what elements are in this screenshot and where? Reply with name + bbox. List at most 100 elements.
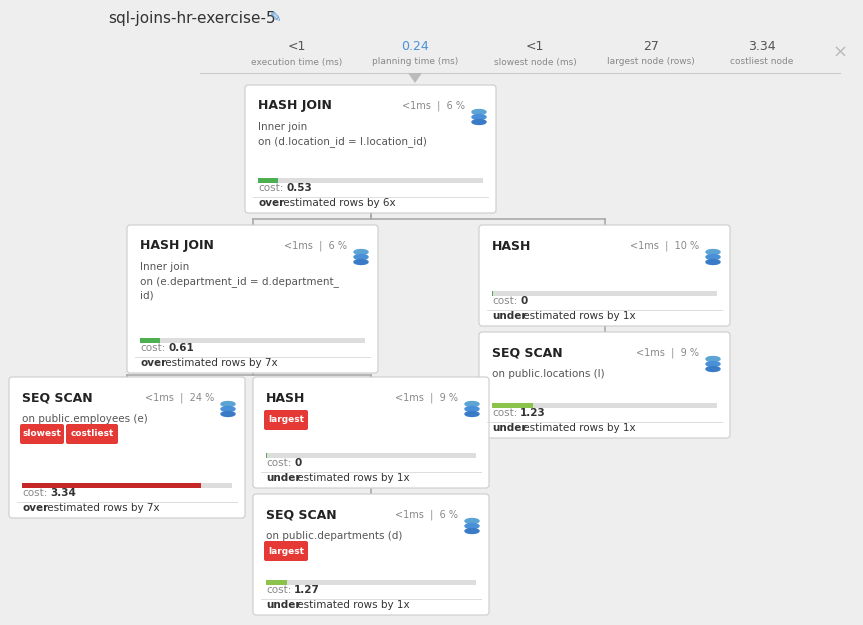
- Text: on public.departments (d): on public.departments (d): [266, 531, 402, 541]
- Text: id): id): [140, 290, 154, 300]
- Text: cost:: cost:: [140, 343, 166, 353]
- Ellipse shape: [706, 254, 720, 259]
- Ellipse shape: [465, 529, 479, 534]
- Text: HASH JOIN: HASH JOIN: [140, 239, 214, 252]
- Ellipse shape: [354, 259, 368, 264]
- Text: 1.27: 1.27: [294, 585, 320, 595]
- FancyBboxPatch shape: [266, 453, 476, 458]
- Text: <1ms  |  6 %: <1ms | 6 %: [395, 510, 458, 520]
- Ellipse shape: [706, 361, 720, 366]
- FancyBboxPatch shape: [245, 85, 496, 213]
- Text: 0: 0: [520, 296, 527, 306]
- Text: 27: 27: [643, 41, 659, 54]
- Text: <1ms  |  10 %: <1ms | 10 %: [630, 241, 699, 251]
- FancyBboxPatch shape: [22, 483, 200, 488]
- Ellipse shape: [221, 406, 235, 411]
- Text: on (d.location_id = l.location_id): on (d.location_id = l.location_id): [258, 136, 427, 147]
- Text: on public.employees (e): on public.employees (e): [22, 414, 148, 424]
- Text: on (e.department_id = d.department_: on (e.department_id = d.department_: [140, 276, 339, 287]
- Text: over: over: [22, 503, 48, 513]
- Ellipse shape: [465, 411, 479, 416]
- Text: cost:: cost:: [22, 488, 47, 498]
- Ellipse shape: [465, 524, 479, 529]
- Text: costliest node: costliest node: [730, 58, 794, 66]
- Text: Inner join: Inner join: [140, 262, 189, 272]
- Ellipse shape: [472, 119, 486, 124]
- FancyBboxPatch shape: [258, 178, 278, 183]
- Ellipse shape: [221, 411, 235, 416]
- FancyBboxPatch shape: [266, 580, 287, 585]
- Text: largest node (rows): largest node (rows): [608, 58, 695, 66]
- Ellipse shape: [472, 109, 486, 114]
- Text: under: under: [266, 473, 300, 483]
- Text: <1: <1: [526, 41, 545, 54]
- Text: costliest: costliest: [70, 429, 114, 439]
- Text: SEQ SCAN: SEQ SCAN: [22, 391, 92, 404]
- Ellipse shape: [706, 249, 720, 254]
- Text: cost:: cost:: [492, 296, 518, 306]
- FancyBboxPatch shape: [479, 225, 730, 326]
- Text: under: under: [266, 600, 300, 610]
- Text: <1: <1: [288, 41, 306, 54]
- Text: <1ms  |  6 %: <1ms | 6 %: [402, 101, 465, 111]
- Text: estimated rows by 1x: estimated rows by 1x: [520, 423, 635, 433]
- FancyBboxPatch shape: [253, 494, 489, 615]
- Ellipse shape: [354, 249, 368, 254]
- FancyBboxPatch shape: [66, 424, 118, 444]
- Text: under: under: [492, 311, 526, 321]
- Text: estimated rows by 1x: estimated rows by 1x: [293, 600, 409, 610]
- Text: 1.23: 1.23: [520, 408, 545, 418]
- Text: 3.34: 3.34: [748, 41, 776, 54]
- Text: cost:: cost:: [258, 183, 283, 193]
- Text: ×: ×: [833, 44, 847, 62]
- FancyBboxPatch shape: [266, 580, 476, 585]
- Text: sql-joins-hr-exercise-5: sql-joins-hr-exercise-5: [108, 11, 275, 26]
- Text: <1ms  |  9 %: <1ms | 9 %: [395, 392, 458, 403]
- Text: HASH: HASH: [266, 391, 306, 404]
- FancyBboxPatch shape: [492, 291, 717, 296]
- Text: 3.34: 3.34: [50, 488, 76, 498]
- Text: <1ms  |  9 %: <1ms | 9 %: [636, 348, 699, 358]
- Text: largest: largest: [268, 416, 304, 424]
- Ellipse shape: [465, 406, 479, 411]
- FancyBboxPatch shape: [266, 453, 267, 458]
- FancyBboxPatch shape: [140, 338, 365, 343]
- Text: SEQ SCAN: SEQ SCAN: [266, 509, 337, 521]
- Text: planning time (ms): planning time (ms): [372, 58, 458, 66]
- FancyBboxPatch shape: [479, 332, 730, 438]
- FancyBboxPatch shape: [258, 178, 483, 183]
- Ellipse shape: [706, 356, 720, 361]
- FancyBboxPatch shape: [140, 338, 161, 343]
- Text: on public.locations (l): on public.locations (l): [492, 369, 605, 379]
- Text: estimated rows by 6x: estimated rows by 6x: [280, 198, 395, 208]
- FancyBboxPatch shape: [127, 225, 378, 373]
- FancyBboxPatch shape: [264, 541, 308, 561]
- Text: <1ms  |  6 %: <1ms | 6 %: [284, 241, 347, 251]
- FancyBboxPatch shape: [492, 403, 532, 408]
- Text: slowest: slowest: [22, 429, 61, 439]
- Text: estimated rows by 1x: estimated rows by 1x: [520, 311, 635, 321]
- Text: estimated rows by 7x: estimated rows by 7x: [162, 358, 278, 368]
- FancyBboxPatch shape: [22, 483, 232, 488]
- FancyBboxPatch shape: [9, 377, 245, 518]
- Ellipse shape: [465, 519, 479, 524]
- FancyBboxPatch shape: [253, 377, 489, 488]
- Ellipse shape: [221, 401, 235, 406]
- Text: HASH JOIN: HASH JOIN: [258, 99, 332, 112]
- Text: estimated rows by 7x: estimated rows by 7x: [44, 503, 160, 513]
- Text: SEQ SCAN: SEQ SCAN: [492, 346, 563, 359]
- Text: 0.61: 0.61: [168, 343, 194, 353]
- FancyBboxPatch shape: [264, 410, 308, 430]
- Text: over: over: [140, 358, 167, 368]
- FancyBboxPatch shape: [492, 403, 717, 408]
- Text: largest: largest: [268, 546, 304, 556]
- Ellipse shape: [706, 366, 720, 371]
- Text: 0: 0: [294, 458, 301, 468]
- Text: 0.24: 0.24: [401, 41, 429, 54]
- Text: <1ms  |  24 %: <1ms | 24 %: [145, 392, 214, 403]
- Text: cost:: cost:: [492, 408, 518, 418]
- Text: under: under: [492, 423, 526, 433]
- Text: estimated rows by 1x: estimated rows by 1x: [293, 473, 409, 483]
- Ellipse shape: [706, 259, 720, 264]
- FancyBboxPatch shape: [492, 291, 493, 296]
